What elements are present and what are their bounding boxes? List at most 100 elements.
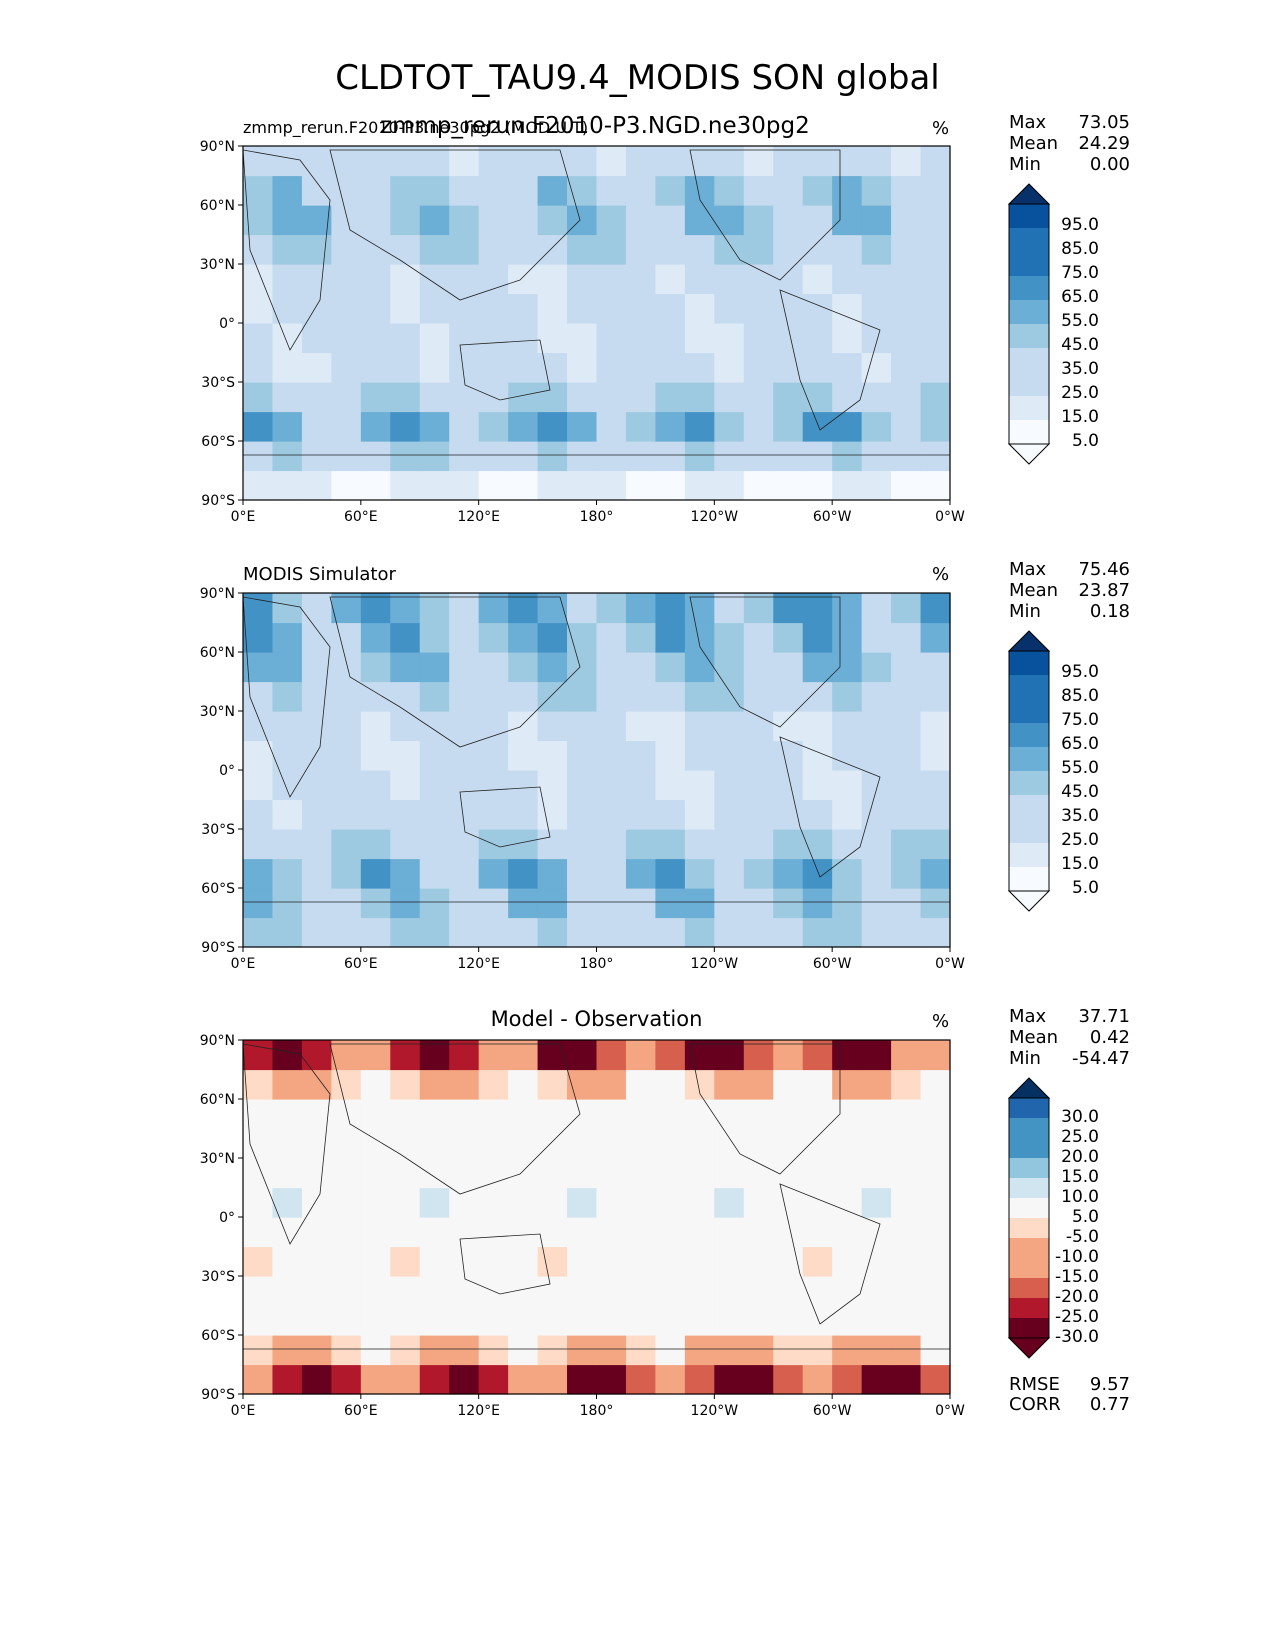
colorbar-segment — [1009, 651, 1049, 676]
map-cell — [272, 888, 303, 919]
map-cell — [301, 1364, 332, 1395]
map-cell — [832, 1040, 863, 1071]
map-cell — [832, 146, 863, 177]
map-cell — [861, 711, 892, 742]
map-cell — [508, 1040, 539, 1071]
coastline — [329, 596, 581, 748]
map-cell — [419, 740, 450, 771]
map-cell — [419, 411, 450, 442]
map-cell — [714, 1364, 745, 1395]
map-cell — [625, 1335, 657, 1366]
map-cell — [243, 1187, 274, 1218]
colorbar-segment — [1009, 204, 1049, 229]
map-cell — [449, 470, 480, 501]
map-cell — [802, 1099, 833, 1130]
lon-tick-label: 120°E — [457, 956, 500, 972]
map-cell — [449, 1217, 480, 1248]
map-cell — [920, 382, 951, 413]
map-cell — [567, 1069, 598, 1100]
map-cell — [802, 234, 833, 265]
map-cell — [508, 799, 539, 830]
map-cell — [537, 352, 568, 383]
map-cell — [832, 1217, 863, 1248]
map-cell — [773, 1305, 804, 1336]
map-cell — [360, 770, 391, 801]
lat-tick-label: 30°S — [201, 375, 235, 391]
map-cell — [537, 622, 568, 653]
panel3-rmse-value: 9.57 — [1089, 1374, 1130, 1395]
map-cell — [596, 234, 627, 265]
map-cell — [301, 740, 332, 771]
colorbar-tick-label: 5.0 — [1072, 431, 1099, 451]
map-cell — [449, 622, 480, 653]
map-cell — [714, 146, 745, 177]
coastline — [689, 149, 841, 281]
map-cell — [508, 1187, 539, 1218]
map-cell — [861, 323, 892, 354]
map-cell — [743, 593, 774, 624]
map-cell — [743, 1364, 774, 1395]
map-cell — [331, 382, 362, 413]
map-cell — [773, 858, 804, 889]
map-cell — [861, 917, 892, 948]
colorbar-tick-label: 85.0 — [1061, 686, 1099, 706]
map-cell — [655, 652, 686, 683]
map-cell — [714, 770, 745, 801]
map-cell — [625, 1069, 657, 1100]
map-cell — [301, 234, 332, 265]
map-cell — [861, 858, 892, 889]
map-cell — [802, 888, 833, 919]
map-cell — [449, 593, 480, 624]
map-cell — [596, 622, 627, 653]
map-cell — [891, 1246, 922, 1277]
map-cell — [331, 1217, 362, 1248]
panel1-map: 90°N 60°N 30°N 0° 30°S 60°S 90°S0°E 60°E 120°E 18… — [200, 139, 965, 525]
map-cell — [272, 711, 303, 742]
map-cell — [684, 234, 715, 265]
map-cell — [655, 1217, 686, 1248]
map-cell — [390, 175, 421, 206]
map-cell — [714, 470, 745, 501]
map-cell — [684, 293, 715, 324]
map-cell — [920, 411, 951, 442]
panel1-stat-min-value: 0.00 — [1089, 154, 1130, 175]
map-cell — [625, 382, 657, 413]
map-cell — [449, 205, 480, 236]
map-cell — [301, 711, 332, 742]
map-cell — [272, 323, 303, 354]
map-cell — [390, 770, 421, 801]
map-cell — [861, 1069, 892, 1100]
map-cell — [773, 352, 804, 383]
map-cell — [625, 146, 657, 177]
map-cell — [861, 382, 892, 413]
map-cell — [773, 1364, 804, 1395]
map-cell — [331, 264, 362, 295]
colorbar-tick-label: 65.0 — [1061, 734, 1099, 754]
map-cell — [714, 711, 745, 742]
map-cell — [802, 770, 833, 801]
map-cell — [272, 1040, 303, 1071]
coastline — [242, 596, 331, 798]
panel3-map: 90°N 60°N 30°N 0° 30°S 60°S 90°S0°E 60°E 120°E 18… — [200, 1033, 965, 1419]
map-cell — [419, 770, 450, 801]
map-cell — [243, 858, 274, 889]
map-cell — [743, 411, 774, 442]
map-cell — [537, 323, 568, 354]
colorbar-tick-label: 95.0 — [1061, 662, 1099, 682]
map-cell — [567, 323, 598, 354]
map-cell — [802, 652, 833, 683]
map-cell — [596, 1128, 627, 1159]
map-cell — [537, 652, 568, 683]
map-cell — [301, 917, 332, 948]
map-cell — [478, 293, 509, 324]
map-cell — [272, 829, 303, 860]
map-cell — [714, 1305, 745, 1336]
map-cell — [920, 740, 951, 771]
map-cell — [301, 323, 332, 354]
map-cell — [243, 1128, 274, 1159]
map-cell — [596, 205, 627, 236]
map-cell — [684, 1364, 715, 1395]
map-cell — [508, 205, 539, 236]
map-cell — [301, 681, 332, 712]
map-cell — [360, 593, 391, 624]
